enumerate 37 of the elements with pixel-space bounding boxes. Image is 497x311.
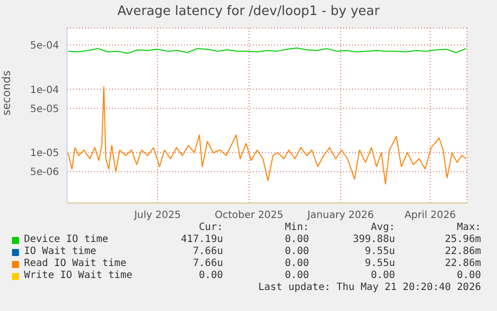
text: 0.00 [284,246,309,258]
y-axis-title: seconds [0,70,13,116]
text: 7.66u [192,246,223,258]
text: 417.19u [180,234,223,246]
text: 0.00 [284,234,309,246]
legend-label: IO Wait time [24,246,98,258]
text: 9.55u [364,258,395,270]
text: 0.00 [370,270,395,282]
text: Cur: [198,222,223,234]
x-tick-label: April 2026 [404,210,456,222]
text: 25.96m [444,234,481,246]
text: 22.86m [444,246,481,258]
text: 7.66u [192,258,223,270]
line-series [67,86,467,184]
text: 0.00 [456,270,481,282]
text: 22.86m [444,258,481,270]
text: Avg: [370,222,395,234]
y-tick-label: 1e-05 [30,148,59,160]
x-tick-label: July 2025 [133,210,181,222]
text: 9.55u [364,246,395,258]
text: 0.00 [198,270,223,282]
y-tick-label: 5e-04 [30,40,59,52]
legend-label: Read IO Wait time [24,258,128,270]
text: Last update: Thu May 21 20:20:40 2026 [257,282,481,294]
text: Min: [284,222,309,234]
y-tick-label: 5e-05 [30,104,59,115]
chart-title: Average latency for /dev/loop1 - by year [116,4,381,19]
x-tick-label: January 2026 [306,210,374,222]
y-tick-label: 5e-06 [30,167,59,178]
x-tick-label: October 2025 [214,210,284,222]
legend-label: Device IO time [24,234,110,246]
text: Max: [456,222,481,234]
text: 0.00 [284,258,309,270]
legend-label: Write IO Wait time [24,270,134,282]
text: 0.00 [284,270,309,282]
y-tick-label: 1e-04 [30,84,59,96]
text: 399.88u [352,234,395,246]
